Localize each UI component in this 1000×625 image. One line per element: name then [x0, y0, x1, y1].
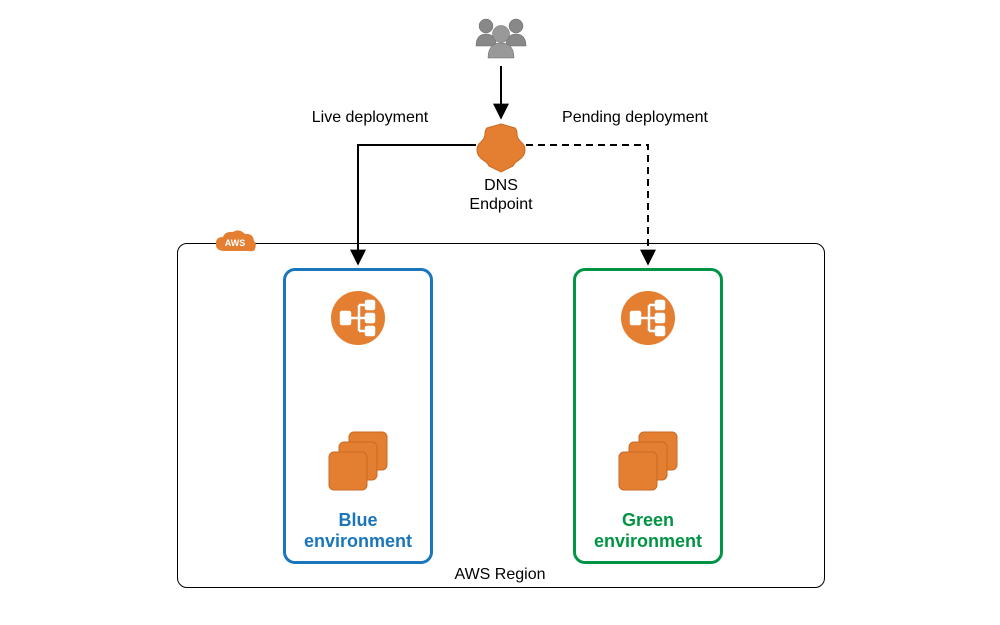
- live-deployment-label: Live deployment: [280, 108, 460, 127]
- dns-label-line1: DNS: [484, 177, 518, 194]
- dns-shield-icon: [473, 120, 529, 176]
- aws-region-box: [177, 243, 825, 588]
- instance-stack-green-icon: [613, 428, 683, 494]
- blue-environment-label: Blue environment: [286, 510, 430, 553]
- pending-deployment-label: Pending deployment: [540, 108, 730, 127]
- users-icon: [470, 14, 532, 64]
- load-balancer-blue-icon: [329, 289, 387, 347]
- aws-region-label: AWS Region: [440, 566, 560, 584]
- load-balancer-green-icon: [619, 289, 677, 347]
- instance-stack-blue-icon: [323, 428, 393, 494]
- diagram-canvas: AWS Blue environment Green environment: [0, 0, 1000, 625]
- dns-endpoint-label: DNS Endpoint: [461, 176, 541, 214]
- aws-cloud-icon: AWS: [213, 229, 257, 257]
- blue-label-line1: Blue: [338, 510, 377, 530]
- green-label-line2: environment: [594, 531, 702, 551]
- dns-label-line2: Endpoint: [469, 196, 532, 213]
- aws-badge-text: AWS: [225, 238, 246, 248]
- green-label-line1: Green: [622, 510, 674, 530]
- green-environment-label: Green environment: [576, 510, 720, 553]
- blue-label-line2: environment: [304, 531, 412, 551]
